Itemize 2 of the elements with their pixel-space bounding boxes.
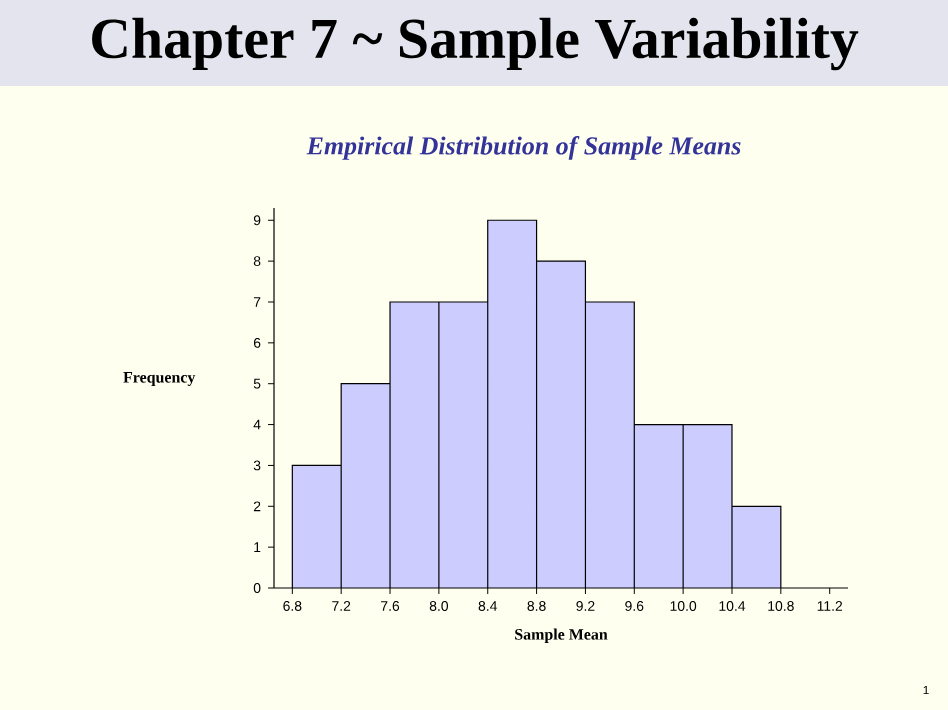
chart-title: Chapter 7 ~ Sample Variability [92, 17, 859, 71]
chart-subtitle: Empirical Distribution of Sample Means [306, 136, 741, 160]
